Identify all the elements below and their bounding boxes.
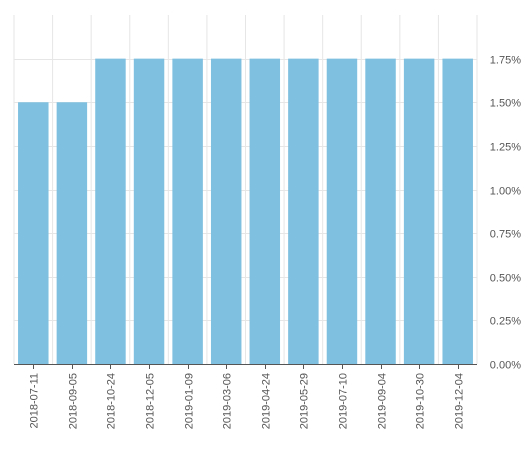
- horizontal-grid: [14, 59, 477, 321]
- x-tick-label: 2018-10-24: [106, 373, 118, 429]
- x-tick-label: 2019-12-04: [454, 373, 466, 429]
- bar[interactable]: [18, 102, 49, 364]
- bar[interactable]: [365, 58, 396, 365]
- bar[interactable]: [326, 58, 358, 365]
- y-tick-label: 0.00%: [490, 360, 521, 372]
- x-tick-label: 2019-01-09: [184, 373, 196, 429]
- bar[interactable]: [210, 58, 242, 365]
- x-tick-label: 2019-07-10: [338, 373, 350, 429]
- x-tick-label: 2019-04-24: [261, 373, 273, 429]
- bar[interactable]: [56, 102, 88, 364]
- bar[interactable]: [172, 58, 203, 365]
- bar[interactable]: [442, 58, 473, 365]
- y-tick-label: 1.00%: [490, 186, 521, 198]
- bar[interactable]: [403, 58, 435, 365]
- x-tick-label: 2019-05-29: [299, 373, 311, 429]
- x-tick-label: 2019-03-06: [222, 373, 234, 429]
- vertical-grid: [13, 15, 478, 364]
- y-tick-label: 1.50%: [490, 98, 521, 110]
- bar[interactable]: [249, 58, 281, 365]
- x-tick-label: 2018-09-05: [68, 373, 80, 429]
- bar[interactable]: [95, 58, 126, 365]
- x-tick-label: 2018-12-05: [145, 373, 157, 429]
- x-tick-label: 2019-10-30: [415, 373, 427, 429]
- y-tick-label: 0.25%: [490, 316, 521, 328]
- bar[interactable]: [133, 58, 165, 365]
- bar[interactable]: [288, 58, 319, 365]
- x-tick-label: 2019-09-04: [377, 373, 389, 429]
- y-tick-label: 0.75%: [490, 229, 521, 241]
- y-axis: 0.00% 0.25% 0.50% 0.75% 1.00% 1.25% 1.50% 1.75%: [490, 55, 521, 372]
- bars: [18, 58, 473, 365]
- x-axis: 2018-07-11 2018-09-05 2018-10-24 2018-12-05…: [14, 364, 477, 429]
- x-tick-label: 2018-07-11: [29, 373, 41, 428]
- y-tick-label: 0.50%: [490, 273, 521, 285]
- y-tick-label: 1.75%: [490, 55, 521, 67]
- y-tick-label: 1.25%: [490, 142, 521, 154]
